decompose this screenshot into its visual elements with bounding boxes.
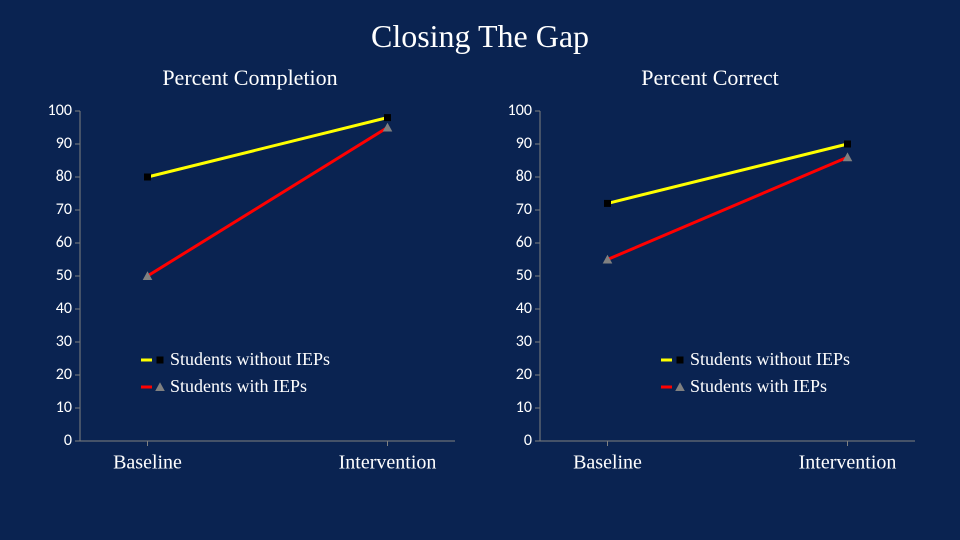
x-tick-label: Baseline [573, 452, 642, 474]
y-tick-label: 70 [516, 200, 532, 219]
y-tick-label: 30 [516, 332, 532, 351]
y-tick-label: 20 [516, 365, 532, 384]
y-tick-label: 60 [56, 233, 72, 252]
chart-panel-completion: Percent Completion 0 10 20 30 40 50 60 70 80 90 10… [25, 65, 475, 491]
legend-label: Students with IEPs [170, 376, 307, 397]
x-tick-label: Intervention [799, 452, 897, 474]
legend: Students without IEPs Students with IEPs [140, 349, 330, 403]
y-tick-label: 90 [516, 134, 532, 153]
chart-panel-correct: Percent Correct 0 10 20 30 40 50 60 70 80 90 100 Ba… [485, 65, 935, 491]
y-tick-label: 60 [516, 233, 532, 252]
legend-item: Students without IEPs [660, 349, 850, 370]
y-tick-label: 0 [64, 431, 72, 450]
charts-row: Percent Completion 0 10 20 30 40 50 60 70 80 90 10… [0, 65, 960, 491]
chart-svg: 0 10 20 30 40 50 60 70 80 90 100 Baseline Interventi… [485, 101, 935, 491]
legend-swatch-icon [660, 353, 690, 367]
y-tick-label: 40 [516, 299, 532, 318]
y-tick-label: 40 [56, 299, 72, 318]
y-tick-label: 80 [56, 167, 72, 186]
page-title: Closing The Gap [0, 0, 960, 65]
y-tick-label: 50 [56, 266, 72, 285]
legend-swatch-icon [140, 380, 170, 394]
y-tick-label: 0 [524, 431, 532, 450]
y-tick-label: 50 [516, 266, 532, 285]
y-tick-label: 80 [516, 167, 532, 186]
y-tick-label: 10 [56, 398, 72, 417]
legend-label: Students with IEPs [690, 376, 827, 397]
legend-swatch-icon [660, 380, 690, 394]
legend-item: Students with IEPs [140, 376, 330, 397]
y-tick-label: 90 [56, 134, 72, 153]
legend-swatch-icon [140, 353, 170, 367]
chart-svg: 0 10 20 30 40 50 60 70 80 90 100 Baseline Interventi… [25, 101, 475, 491]
y-tick-label: 20 [56, 365, 72, 384]
legend-label: Students without IEPs [690, 349, 850, 370]
y-tick-label: 70 [56, 200, 72, 219]
y-tick-label: 100 [48, 101, 72, 120]
y-tick-label: 10 [516, 398, 532, 417]
chart-title: Percent Completion [25, 65, 475, 91]
legend: Students without IEPs Students with IEPs [660, 349, 850, 403]
legend-item: Students with IEPs [660, 376, 850, 397]
legend-item: Students without IEPs [140, 349, 330, 370]
legend-label: Students without IEPs [170, 349, 330, 370]
chart-title: Percent Correct [485, 65, 935, 91]
x-tick-label: Intervention [339, 452, 437, 474]
x-tick-label: Baseline [113, 452, 182, 474]
y-tick-label: 30 [56, 332, 72, 351]
y-tick-label: 100 [508, 101, 532, 120]
